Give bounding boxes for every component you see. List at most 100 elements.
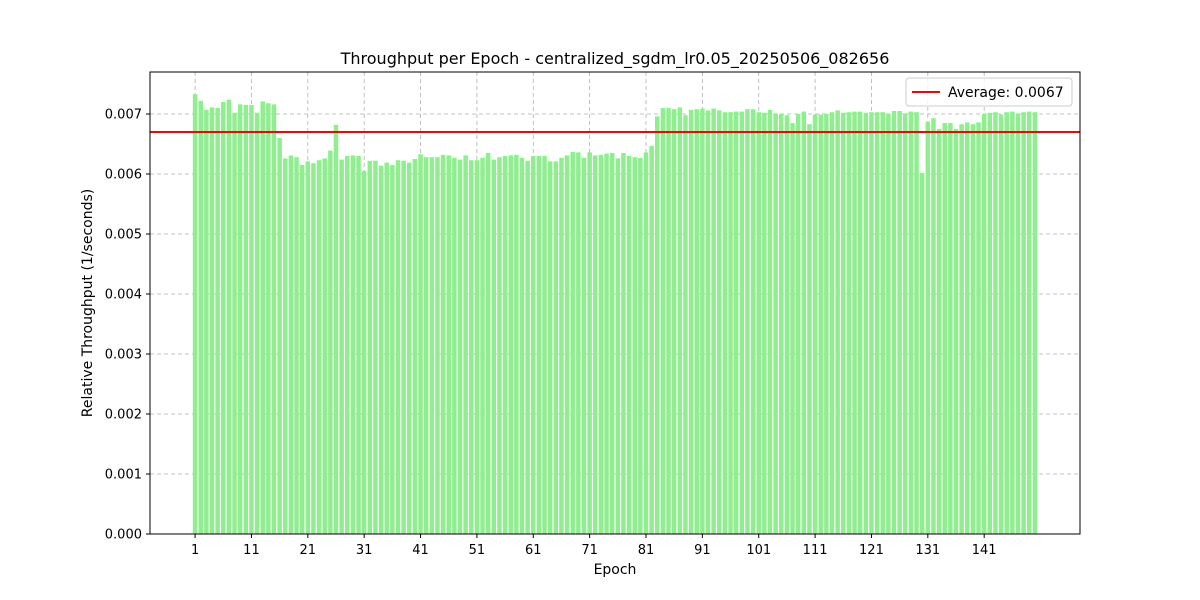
bar-epoch-129 [914,112,919,534]
legend-box [905,77,1073,107]
bar-epoch-19 [294,157,299,534]
bar-epoch-3 [204,109,209,535]
bar-epoch-128 [908,111,914,534]
bar-epoch-15 [271,104,277,535]
bar-epoch-14 [266,103,271,534]
bar-epoch-38 [401,160,406,535]
bar-epoch-150 [1032,112,1038,534]
bar-epoch-81 [643,152,649,534]
y-axis-title: Relative Throughput (1/seconds) [80,189,96,417]
bar-epoch-10 [243,105,249,534]
bar-epoch-104 [773,113,778,535]
bar-epoch-65 [553,161,559,534]
bar-epoch-145 [1004,112,1009,534]
bar-epoch-18 [288,155,294,534]
x-tick-label: 31 [356,543,373,558]
bar-epoch-125 [891,111,897,534]
bar-epoch-58 [514,154,519,535]
bar-epoch-96 [728,112,733,534]
bar-epoch-35 [384,162,389,534]
bar-epoch-17 [283,158,288,534]
bar-epoch-134 [942,123,947,534]
bar-epoch-51 [474,160,480,534]
x-tick-label: 81 [638,543,655,558]
x-tick-label: 41 [412,543,429,558]
bar-epoch-111 [812,114,818,534]
bar-epoch-99 [745,109,750,534]
bar-epoch-105 [779,114,784,534]
bar-epoch-64 [547,161,553,534]
legend-average-label: Average: 0.0067 [948,85,1064,101]
bar-epoch-82 [649,145,654,535]
bar-epoch-95 [722,112,728,534]
bar-epoch-2 [198,100,203,535]
bar-epoch-69 [576,152,581,534]
bar-epoch-63 [542,156,547,534]
bar-epoch-124 [886,113,891,535]
bar-epoch-29 [350,155,356,534]
bar-epoch-34 [378,165,384,534]
bar-epoch-24 [322,158,327,534]
bar-epoch-7 [226,99,232,534]
bar-epoch-43 [429,157,435,534]
bar-epoch-106 [784,115,790,534]
bar-epoch-133 [936,129,942,534]
bar-epoch-32 [367,160,373,535]
bar-epoch-107 [790,123,795,534]
x-tick-label: 71 [581,543,598,558]
bar-epoch-123 [880,112,885,534]
bar-epoch-49 [463,155,468,534]
bar-epoch-77 [621,153,626,534]
bar-epoch-70 [581,157,587,535]
bar-epoch-28 [345,156,350,534]
bar-epoch-36 [390,165,395,534]
bar-epoch-75 [609,153,615,534]
bars-layer [192,94,1038,535]
bar-epoch-62 [536,156,542,534]
bar-epoch-13 [260,101,265,535]
bar-epoch-118 [852,111,857,534]
x-tick-label: 121 [859,543,884,558]
bar-epoch-37 [395,160,401,534]
bar-epoch-132 [931,118,936,534]
bar-epoch-93 [711,108,716,534]
bar-epoch-92 [705,110,711,535]
x-tick-label: 111 [803,543,828,558]
bar-epoch-85 [666,108,671,534]
bar-epoch-116 [841,112,846,535]
bar-epoch-11 [249,105,254,534]
plot-frame [149,71,1081,535]
bar-epoch-39 [407,162,412,534]
bar-epoch-23 [316,160,322,534]
bar-epoch-66 [559,157,564,535]
bar-epoch-119 [857,111,863,534]
bar-epoch-120 [863,112,869,535]
y-tick-label: 0.007 [105,108,142,123]
bar-epoch-112 [818,114,823,534]
x-tick-label: 21 [300,543,317,558]
bar-epoch-9 [237,104,243,535]
x-tick-label: 11 [243,543,260,558]
x-tick-label: 1 [191,543,199,558]
bar-epoch-103 [767,109,773,535]
bar-epoch-135 [948,123,953,534]
bar-epoch-44 [435,157,440,534]
bar-epoch-148 [1021,112,1026,534]
chart-title: Throughput per Epoch - centralized_sgdm_… [340,49,890,69]
ticks-layer: 1 11 21 31 41 51 61 71 81 91 101 111 121 131 1410.0000… [105,108,997,559]
bar-epoch-141 [981,114,987,534]
y-tick-label: 0.004 [105,288,142,303]
bar-epoch-101 [756,112,761,534]
bar-epoch-146 [1010,111,1015,534]
bar-epoch-5 [215,108,220,534]
bar-epoch-139 [970,124,976,534]
bar-epoch-72 [593,155,598,534]
bar-epoch-97 [733,111,739,534]
x-tick-label: 51 [469,543,486,558]
y-tick-label: 0.000 [105,528,142,543]
bar-epoch-91 [700,108,705,534]
bar-epoch-73 [598,154,604,535]
bar-epoch-71 [587,152,592,534]
bar-epoch-41 [418,154,423,534]
bar-epoch-45 [440,154,446,535]
